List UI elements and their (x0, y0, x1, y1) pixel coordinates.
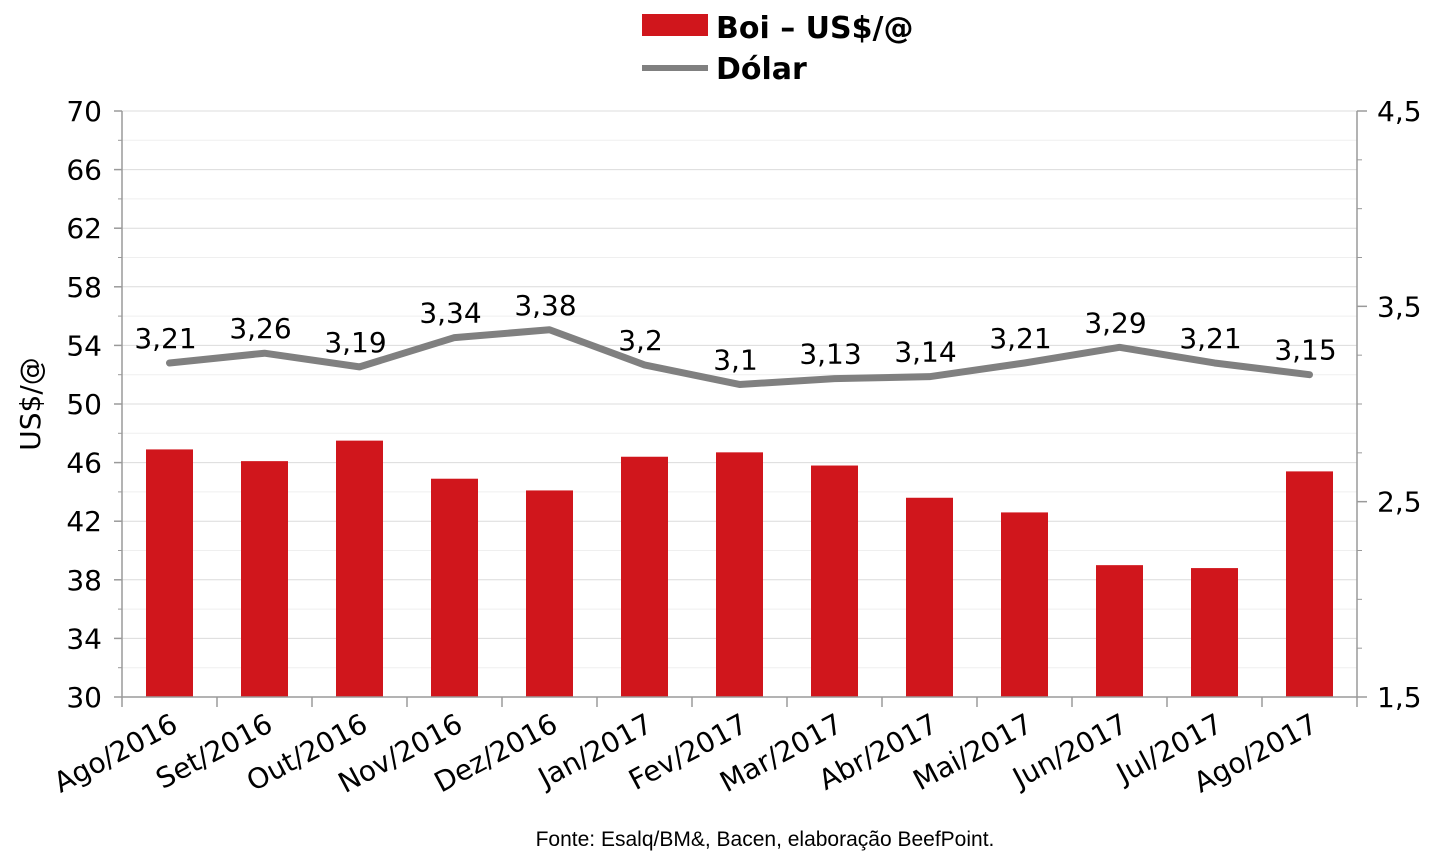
y-axis-label: US$/@ (14, 357, 47, 451)
bar (431, 478, 478, 697)
data-label: 3,15 (1274, 334, 1336, 367)
data-label: 3,38 (514, 289, 576, 322)
dolar-point (738, 383, 741, 386)
dolar-point (358, 365, 361, 368)
data-label: 3,19 (324, 326, 386, 359)
bar (146, 449, 193, 697)
y2-tick-label: 3,5 (1377, 290, 1422, 323)
y-tick-label: 62 (66, 212, 102, 245)
data-label: 3,1 (713, 343, 758, 376)
bar (526, 490, 573, 697)
dolar-point (833, 377, 836, 380)
legend-swatch-boi (642, 14, 708, 36)
bar (336, 440, 383, 697)
y-tick-label: 30 (66, 681, 102, 714)
y-tick-label: 54 (66, 329, 102, 362)
y-tick-label: 66 (66, 154, 102, 187)
y2-tick-label: 2,5 (1377, 486, 1422, 519)
legend: Boi – US$/@ Dólar (642, 11, 913, 87)
y-tick-label: 70 (66, 95, 102, 128)
bar (1191, 568, 1238, 697)
bar (906, 497, 953, 697)
dolar-point (1023, 361, 1026, 364)
dolar-point (1118, 346, 1121, 349)
data-label: 3,21 (134, 322, 196, 355)
data-label: 3,34 (419, 297, 481, 330)
data-label: 3,29 (1084, 306, 1146, 339)
y2-tick-label: 1,5 (1377, 681, 1422, 714)
y-tick-label: 50 (66, 388, 102, 421)
bar (1096, 565, 1143, 697)
bar (1001, 512, 1048, 697)
y-tick-label: 38 (66, 564, 102, 597)
dolar-point (1308, 373, 1311, 376)
bar (1286, 471, 1333, 697)
dolar-point (643, 363, 646, 366)
bar (811, 465, 858, 697)
data-label: 3,2 (618, 324, 663, 357)
y-tick-label: 58 (66, 271, 102, 304)
dolar-point (453, 336, 456, 339)
bar-series (146, 440, 1333, 697)
data-label: 3,21 (989, 322, 1051, 355)
data-label: 3,21 (1179, 322, 1241, 355)
legend-label-boi: Boi – US$/@ (716, 11, 913, 46)
dolar-point (548, 328, 551, 331)
gridlines (122, 110, 1357, 698)
bar (621, 456, 668, 697)
dolar-point (928, 375, 931, 378)
y-tick-label: 46 (66, 447, 102, 480)
source-note: Fonte: Esalq/BM&, Bacen, elaboração Beef… (536, 828, 995, 851)
bar (241, 461, 288, 697)
data-labels: 3,21 3,26 3,19 3,34 3,38 3,2 3,1 3,13 3,14 3,21 3,… (134, 289, 1336, 377)
y-tick-label: 42 (66, 505, 102, 538)
data-label: 3,26 (229, 312, 291, 345)
legend-label-dolar: Dólar (716, 52, 807, 87)
dolar-point (1213, 361, 1216, 364)
dolar-point (168, 361, 171, 364)
data-label: 3,14 (894, 336, 956, 369)
data-label: 3,13 (799, 338, 861, 371)
line-series (166, 326, 1313, 388)
y2-tick-label: 4,5 (1377, 95, 1422, 128)
bar (716, 452, 763, 697)
dolar-point (263, 352, 266, 355)
y-tick-label: 34 (66, 622, 102, 655)
